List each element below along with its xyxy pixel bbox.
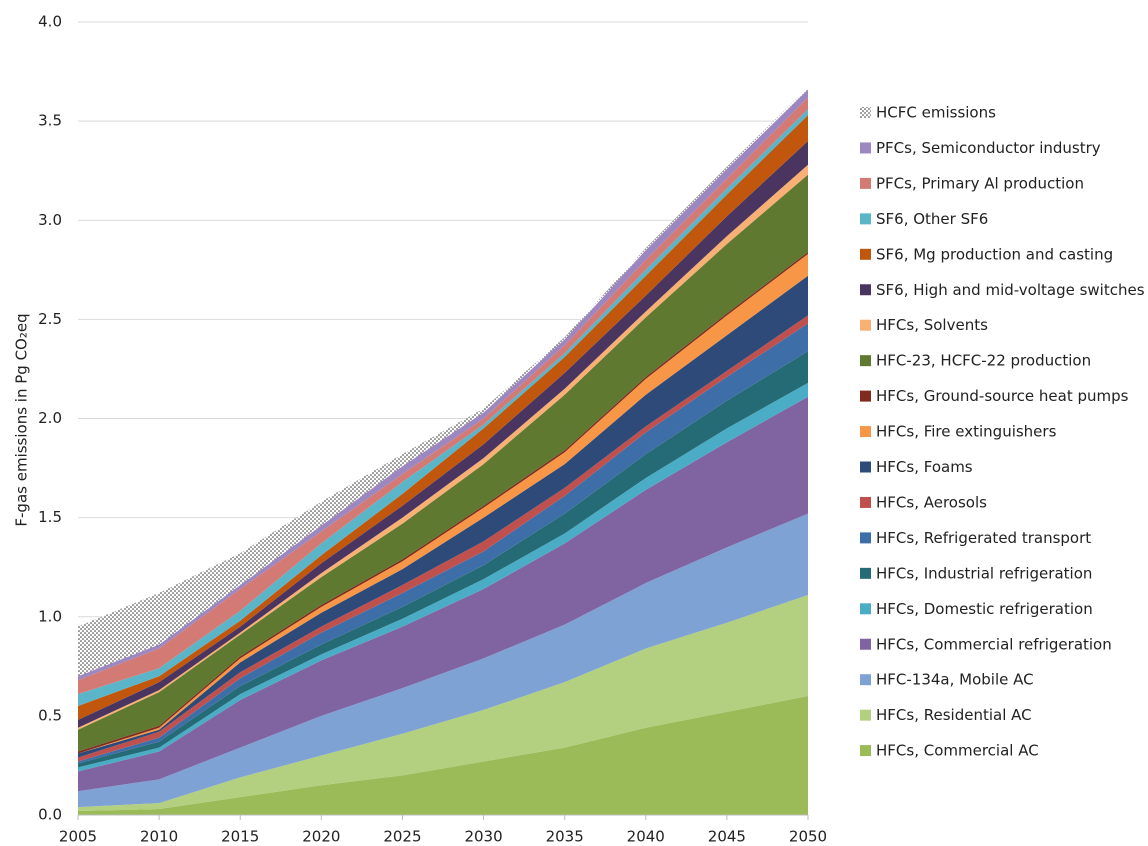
legend-swatch	[860, 603, 871, 615]
legend-label: HFCs, Residential AC	[876, 706, 1032, 724]
x-tick-label: 2030	[464, 828, 502, 846]
legend-swatch	[860, 355, 871, 367]
areas	[78, 87, 808, 815]
legend-label: HCFC emissions	[876, 104, 996, 122]
legend-label: HFC-23, HCFC-22 production	[876, 352, 1091, 370]
legend-label: SF6, Other SF6	[876, 210, 988, 228]
legend-label: SF6, High and mid-voltage switches	[876, 281, 1145, 299]
legend-swatch	[860, 142, 871, 154]
legend-label: HFCs, Commercial AC	[876, 742, 1039, 760]
legend-label: PFCs, Primary Al production	[876, 174, 1084, 192]
y-tick-label: 2.5	[38, 310, 62, 328]
y-axis-label: F-gas emissions in Pg CO₂eq	[13, 313, 31, 526]
x-tick-label: 2020	[302, 828, 340, 846]
x-tick-label: 2015	[221, 828, 259, 846]
x-tick-label: 2025	[383, 828, 421, 846]
legend-swatch	[860, 638, 871, 650]
legend-label: HFCs, Foams	[876, 458, 973, 476]
area	[78, 594, 808, 812]
y-tick-label: 1.5	[38, 508, 62, 526]
legend: HFCs, Commercial AC HFCs, Residential AC H…	[860, 104, 1145, 760]
legend-label: HFC-134a, Mobile AC	[876, 671, 1034, 689]
legend-label: HFCs, Commercial refrigeration	[876, 635, 1112, 653]
axes: 0.0 0.5 1.0 1.5 2.0 2.5 3.0 3.5 4.0 2005 2010 2015 2…	[38, 13, 827, 846]
y-tick-label: 2.0	[38, 409, 62, 427]
area	[78, 87, 808, 677]
legend-label: HFCs, Aerosols	[876, 493, 987, 511]
legend-swatch	[860, 532, 871, 544]
legend-swatch	[860, 426, 871, 438]
legend-swatch	[860, 745, 871, 757]
y-tick-label: 0.5	[38, 706, 62, 724]
legend-label: HFCs, Industrial refrigeration	[876, 564, 1092, 582]
legend-label: SF6, Mg production and casting	[876, 245, 1113, 263]
legend-swatch	[860, 107, 871, 118]
legend-swatch	[860, 284, 871, 296]
legend-swatch	[860, 709, 871, 721]
legend-swatch	[860, 319, 871, 331]
area	[78, 696, 808, 815]
legend-label: PFCs, Semiconductor industry	[876, 139, 1101, 157]
legend-swatch	[860, 674, 871, 686]
x-tick-label: 2010	[140, 828, 178, 846]
legend-swatch	[860, 213, 871, 225]
legend-swatch	[860, 177, 871, 189]
legend-label: HFCs, Fire extinguishers	[876, 423, 1057, 441]
legend-swatch	[860, 567, 871, 579]
y-tick-label: 4.0	[38, 13, 62, 31]
legend-swatch	[860, 461, 871, 473]
legend-label: HFCs, Domestic refrigeration	[876, 600, 1093, 618]
x-tick-label: 2005	[59, 828, 97, 846]
y-tick-label: 1.0	[38, 607, 62, 625]
legend-label: HFCs, Ground-source heat pumps	[876, 387, 1129, 405]
x-tick-label: 2050	[789, 828, 827, 846]
legend-swatch	[860, 248, 871, 260]
legend-swatch	[860, 496, 871, 508]
y-tick-label: 0.0	[38, 806, 62, 824]
x-tick-label: 2035	[546, 828, 584, 846]
x-tick-label: 2040	[627, 828, 665, 846]
y-tick-label: 3.5	[38, 112, 62, 130]
legend-label: HFCs, Solvents	[876, 316, 988, 334]
x-tick-label: 2045	[708, 828, 746, 846]
y-tick-label: 3.0	[38, 211, 62, 229]
area	[78, 396, 808, 792]
legend-label: HFCs, Refrigerated transport	[876, 529, 1091, 547]
legend-swatch	[860, 390, 871, 402]
